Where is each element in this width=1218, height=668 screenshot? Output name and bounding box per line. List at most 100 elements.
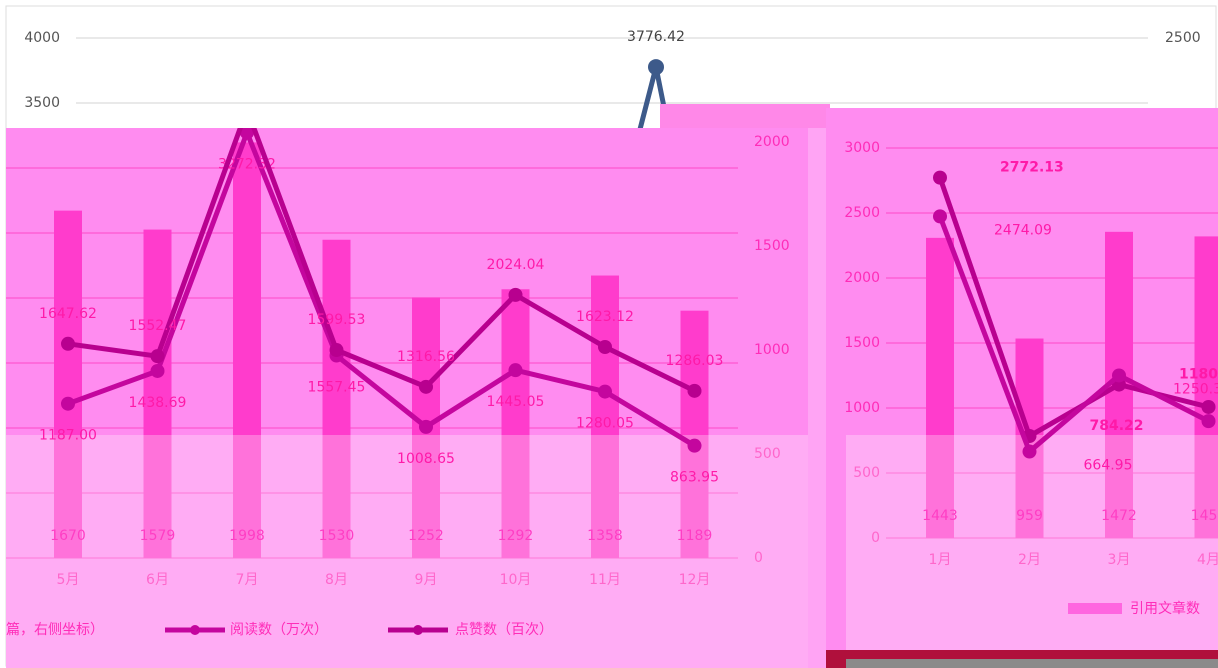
point [150, 349, 165, 364]
bar-label: 1443 [922, 508, 958, 524]
bar [233, 142, 261, 558]
x-tick-label: 5月 [57, 572, 80, 588]
point-label: 2772.13 [1000, 160, 1064, 176]
point-label: 863.95 [670, 470, 719, 486]
legend-swatch [1068, 603, 1122, 614]
point [687, 383, 702, 398]
legend-label: 阅读数（万次） [230, 621, 328, 638]
x-tick-label: 3月 [1108, 552, 1131, 568]
legend-dot [413, 625, 423, 635]
y2-tick-label: 1000 [754, 342, 790, 358]
bar [143, 229, 172, 558]
bar [322, 239, 351, 558]
x-tick-label: 8月 [325, 572, 348, 588]
point-label: 1445.05 [487, 394, 545, 410]
line [937, 215, 1210, 455]
point-label: 1599.53 [308, 312, 366, 328]
point [1112, 368, 1126, 383]
y2-tick-label: 2500 [1165, 30, 1201, 46]
x-tick-label: 2月 [1018, 552, 1041, 568]
point [508, 287, 523, 302]
bar-label: 1472 [1101, 508, 1137, 524]
lower-tint [6, 435, 808, 668]
point-label: 2024.04 [487, 257, 545, 273]
point [508, 363, 523, 378]
y-tick-label: 3000 [844, 140, 880, 156]
point-label: 1647.62 [39, 306, 97, 322]
legend-label: 引用文章数 [1130, 600, 1200, 617]
bottom-strip [846, 659, 1218, 668]
point-label: 1438.69 [129, 395, 187, 411]
bar-label: 959 [1016, 508, 1043, 524]
point-label: 1250.36 [1173, 381, 1218, 397]
background-chart: 3500 4000 2500 3776.42 [24, 29, 1201, 128]
x-tick-label: 12月 [679, 572, 711, 588]
lower-tint [846, 435, 1218, 650]
point [1201, 414, 1216, 429]
bar-label: 1530 [319, 528, 355, 544]
point [240, 128, 254, 140]
y-tick-label: 1500 [844, 335, 880, 351]
point-label: 1316.56 [397, 349, 455, 365]
legend-dot [190, 625, 200, 635]
y2-tick-label: 0 [754, 550, 763, 566]
point-label: 784.22 [1090, 418, 1144, 434]
point-label: 1552.47 [129, 318, 187, 334]
y-tick-label: 0 [871, 530, 880, 546]
x-tick-label: 10月 [500, 572, 532, 588]
bar [926, 237, 954, 538]
point-label: 664.95 [1084, 458, 1133, 474]
right-chart: 0 500 1000 1500 2000 2500 3000 1月 2月 3月 4月 1443 959 1… [844, 140, 1218, 650]
x-tick-label: 1月 [929, 552, 952, 568]
point [150, 363, 165, 378]
point-label: 1008.65 [397, 451, 455, 467]
point [648, 59, 664, 76]
point [61, 396, 75, 411]
point [598, 384, 612, 399]
legend-label: 点赞数（百次） [455, 622, 553, 638]
point [419, 419, 433, 434]
point [419, 379, 433, 394]
x-tick-label: 4月 [1197, 552, 1218, 568]
bar [680, 310, 709, 558]
point-label: 1280.05 [576, 416, 634, 432]
line [67, 128, 696, 394]
y-tick-label: 2500 [844, 205, 880, 221]
point [933, 170, 947, 185]
bar-label: 1998 [229, 528, 265, 544]
bar-label: 1450 [1191, 508, 1218, 524]
y-tick-label: 1000 [844, 400, 880, 416]
point [598, 339, 612, 354]
point [61, 336, 75, 351]
bar [54, 210, 82, 558]
overlay-gap [808, 128, 826, 668]
bar-label: 1252 [408, 528, 444, 544]
point-label: 3272.32 [218, 157, 276, 173]
y2-tick-label: 500 [754, 446, 781, 462]
y2-tick-label: 2000 [754, 134, 790, 150]
bar [591, 275, 619, 558]
x-tick-label: 11月 [589, 572, 621, 588]
bar-label: 1189 [677, 528, 713, 544]
line [67, 130, 696, 448]
point-label: 2474.09 [994, 222, 1052, 238]
point [1022, 444, 1037, 459]
point [329, 343, 344, 358]
point-label: 3776.42 [627, 29, 685, 45]
y-tick-label: 4000 [24, 30, 60, 46]
y-tick-label: 3500 [24, 95, 60, 111]
x-tick-label: 9月 [415, 572, 438, 588]
x-tick-label: 6月 [146, 572, 169, 588]
x-tick-label: 7月 [236, 572, 259, 588]
legend-label: 篇，右侧坐标） [6, 622, 104, 638]
point-label: 1286.03 [666, 353, 724, 369]
bar [1194, 236, 1218, 538]
bar-label: 1579 [140, 528, 176, 544]
point-label: 1557.45 [308, 380, 366, 396]
y-tick-label: 500 [853, 465, 880, 481]
point [933, 209, 947, 224]
bar-label: 1358 [587, 528, 623, 544]
point-label: 1180.11 [1179, 367, 1218, 383]
point [1201, 399, 1216, 414]
